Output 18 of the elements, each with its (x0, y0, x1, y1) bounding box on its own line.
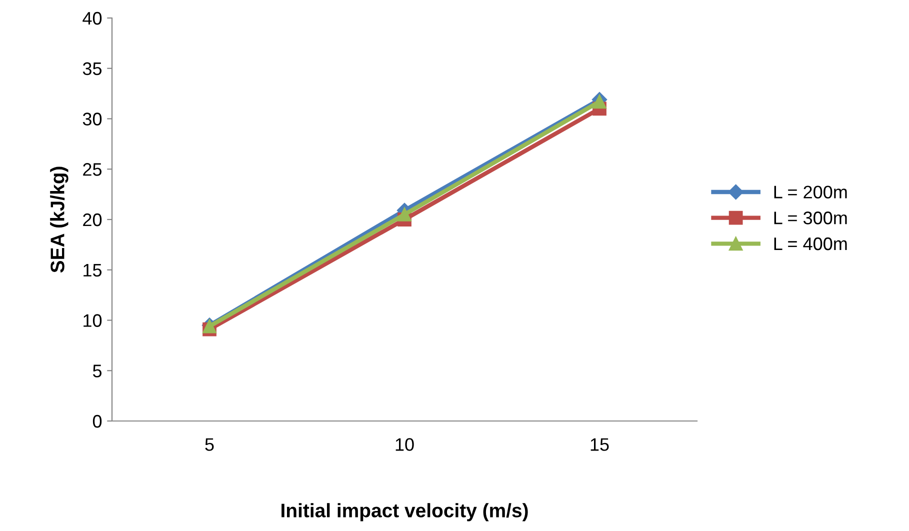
x-axis-title: Initial impact velocity (m/s) (282, 503, 528, 522)
legend-label: L = 400m (774, 237, 847, 250)
legend-label: L = 200m (774, 186, 847, 198)
y-tick-label: 20 (83, 213, 102, 226)
y-tick-label: 5 (92, 364, 102, 378)
y-tick-label: 25 (83, 163, 102, 176)
legend-label: L = 300m (774, 212, 847, 224)
y-tick-label: 35 (82, 62, 102, 76)
point (398, 208, 412, 222)
y-tick-label: 10 (84, 314, 102, 327)
x-tick-label: 15 (590, 438, 609, 451)
y-tick-label: 40 (82, 12, 102, 25)
x-tick-label: 5 (205, 438, 214, 451)
y-tick-label: 15 (84, 264, 102, 277)
y-tick-label: 30 (82, 112, 102, 126)
y-axis-title: SEA (kJ/kg) (50, 166, 68, 273)
y-tick-label: 0 (92, 414, 102, 428)
x-tick-label: 10 (396, 438, 414, 451)
